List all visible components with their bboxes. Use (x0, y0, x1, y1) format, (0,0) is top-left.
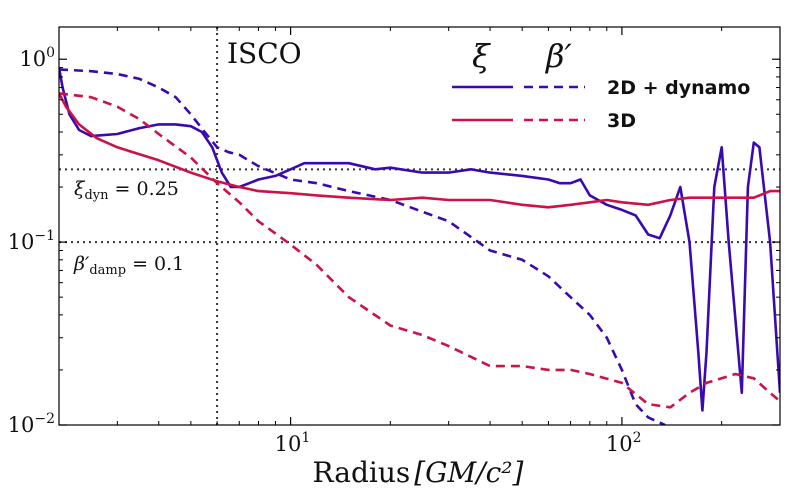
series-2-3d-xi-line (59, 92, 780, 209)
beta-damp-label: β′damp = 0.1 (73, 253, 184, 278)
legend-xi-header: ξ (472, 37, 491, 75)
isco-label: ISCO (227, 37, 302, 70)
y-tick-label-2: 10−2 (8, 411, 55, 437)
legend: ξ β′ 2D + dynamo 3D (452, 37, 750, 132)
legend-beta-header: β′ (545, 37, 573, 75)
ticks: 101 102 100 10−1 10−2 (8, 27, 781, 456)
xi-dyn-label: ξdyn = 0.25 (74, 178, 179, 203)
y-tick-label-0: 100 (19, 45, 55, 71)
legend-3d-label: 3D (607, 110, 636, 132)
series-1-2d-beta-line (59, 68, 666, 425)
series-3-3d-beta-line (59, 92, 780, 409)
y-tick-label-1: 10−1 (8, 228, 55, 254)
series-0-2d-xi-line (59, 67, 780, 412)
legend-2d-label: 2D + dynamo (607, 77, 750, 99)
x-tick-label-1: 102 (606, 430, 642, 456)
plot-frame (58, 26, 781, 426)
series-layer (59, 67, 780, 425)
x-axis-label: Radius [GM/c²] (313, 456, 524, 489)
x-tick-label-0: 101 (275, 430, 311, 456)
